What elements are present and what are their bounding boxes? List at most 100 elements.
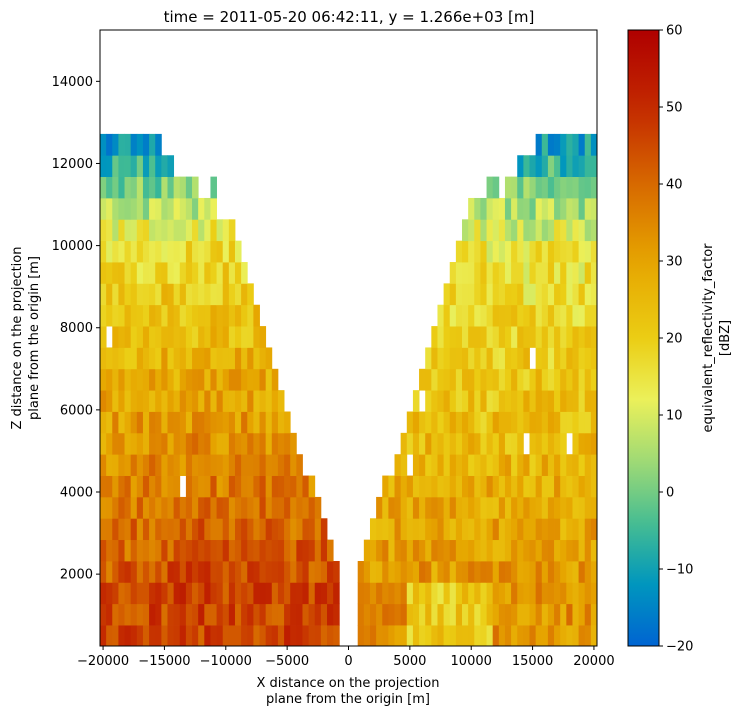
heatmap-cell: [492, 240, 500, 263]
heatmap-cell: [529, 625, 537, 647]
heatmap-cell: [480, 539, 487, 562]
heatmap-cell: [259, 539, 267, 562]
heatmap-cell: [492, 176, 500, 199]
heatmap-cell: [149, 304, 156, 327]
heatmap-cell: [167, 625, 175, 647]
heatmap-cell: [161, 326, 168, 348]
heatmap-cell: [462, 411, 469, 434]
heatmap-cell: [584, 304, 592, 327]
heatmap-cell: [265, 603, 273, 626]
heatmap-cell: [100, 454, 107, 476]
heatmap-cell: [222, 390, 230, 412]
heatmap-cell: [161, 262, 168, 284]
heatmap-cell: [560, 390, 567, 412]
heatmap-cell: [560, 432, 567, 455]
heatmap-cell: [431, 368, 438, 391]
heatmap-cell: [198, 603, 205, 626]
heatmap-cell: [155, 283, 162, 306]
heatmap-cell: [535, 390, 543, 412]
heatmap-cell: [437, 347, 445, 370]
heatmap-cell: [167, 347, 175, 370]
heatmap-cell: [363, 560, 371, 583]
heatmap-cell: [271, 390, 279, 412]
heatmap-cell: [277, 454, 285, 476]
heatmap-cell: [167, 411, 175, 434]
heatmap-cell: [142, 475, 150, 498]
heatmap-cell: [142, 518, 150, 541]
heatmap-cell: [241, 582, 248, 605]
x-axis-label-line1: X distance on the projection: [257, 676, 440, 691]
heatmap-cell: [112, 496, 119, 519]
heatmap-cell: [130, 582, 138, 605]
heatmap-cell: [511, 496, 518, 519]
heatmap-cell: [394, 518, 402, 541]
heatmap-cell: [228, 432, 236, 455]
heatmap-cell: [523, 347, 530, 370]
heatmap-cell: [425, 560, 432, 583]
heatmap-cell: [253, 475, 260, 498]
heatmap-cell: [192, 262, 199, 284]
heatmap-cell: [412, 518, 420, 541]
heatmap-cell: [333, 625, 340, 647]
heatmap-cell: [547, 603, 555, 626]
heatmap-cell: [541, 240, 549, 263]
heatmap-cell: [192, 539, 199, 562]
heatmap-cell: [480, 262, 487, 284]
heatmap-cell: [480, 411, 487, 434]
heatmap-cell: [271, 625, 279, 647]
heatmap-cell: [271, 432, 279, 455]
heatmap-cell: [419, 411, 426, 434]
heatmap-cell: [468, 518, 475, 541]
heatmap-cell: [517, 368, 524, 391]
heatmap-cell: [192, 625, 199, 647]
heatmap-cell: [449, 560, 457, 583]
heatmap-cell: [167, 240, 175, 263]
heatmap-cell: [419, 539, 426, 562]
heatmap-cell: [535, 603, 543, 626]
heatmap-cell: [406, 603, 414, 626]
heatmap-cell: [284, 518, 291, 541]
heatmap-cell: [130, 197, 138, 220]
heatmap-cell: [130, 133, 138, 156]
heatmap-cell: [204, 582, 211, 605]
heatmap-cell: [572, 496, 579, 519]
heatmap-cell: [578, 262, 586, 284]
heatmap-cell: [511, 176, 518, 199]
heatmap-cell: [149, 411, 156, 434]
heatmap-cell: [572, 475, 579, 498]
heatmap-cell: [136, 625, 144, 647]
heatmap-cell: [136, 475, 144, 498]
heatmap-cell: [560, 197, 567, 220]
heatmap-cell: [296, 496, 303, 519]
colorbar-tick-label: −20: [666, 640, 693, 655]
heatmap-cell: [535, 582, 543, 605]
heatmap-cell: [504, 390, 512, 412]
heatmap-cell: [284, 432, 291, 455]
heatmap-cell: [517, 219, 524, 242]
heatmap-cell: [578, 155, 586, 177]
heatmap-cell: [419, 560, 426, 583]
heatmap-cell: [112, 411, 119, 434]
heatmap-cell: [560, 560, 567, 583]
heatmap-cell: [486, 625, 494, 647]
heatmap-cell: [241, 518, 248, 541]
heatmap-cell: [277, 432, 285, 455]
heatmap-cell: [394, 625, 402, 647]
heatmap-cell: [560, 582, 567, 605]
heatmap-cell: [437, 560, 445, 583]
colorbar: [627, 29, 660, 647]
heatmap-cell: [566, 625, 573, 647]
heatmap-cell: [474, 518, 481, 541]
heatmap-cell: [443, 304, 451, 327]
heatmap-cell: [400, 432, 408, 455]
heatmap-cell: [517, 240, 524, 263]
heatmap-cell: [259, 518, 267, 541]
heatmap-cell: [118, 326, 125, 348]
heatmap-cell: [431, 539, 438, 562]
heatmap-cell: [541, 347, 549, 370]
heatmap-cell: [296, 475, 303, 498]
heatmap-cell: [449, 411, 457, 434]
heatmap-cell: [566, 133, 573, 156]
heatmap-cell: [523, 582, 530, 605]
